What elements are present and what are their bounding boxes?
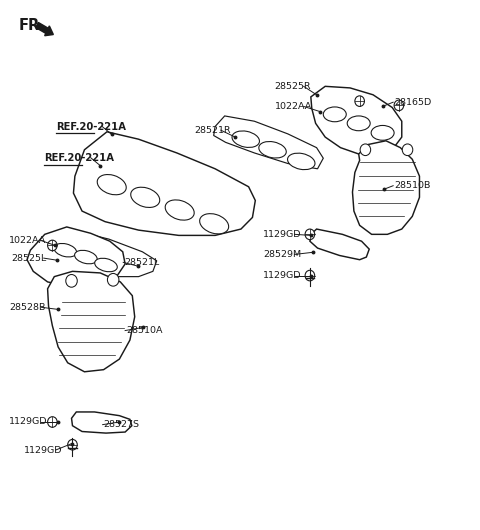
Text: 28529M: 28529M [263,250,301,259]
Text: 28521R: 28521R [194,126,231,135]
Text: 28510B: 28510B [394,181,431,190]
Ellipse shape [95,258,117,272]
Text: REF.20-221A: REF.20-221A [44,153,114,163]
Circle shape [305,229,315,240]
Ellipse shape [200,214,228,234]
Text: 28510A: 28510A [126,326,163,335]
Ellipse shape [97,174,126,195]
Polygon shape [311,86,402,155]
Ellipse shape [323,107,346,122]
Ellipse shape [371,126,394,140]
Ellipse shape [259,142,286,158]
Polygon shape [72,412,132,433]
Circle shape [68,439,77,450]
Polygon shape [54,232,157,277]
Text: 28525L: 28525L [11,254,47,263]
Text: 1129GD: 1129GD [9,418,48,427]
Text: 1129GD: 1129GD [263,271,301,280]
Ellipse shape [54,243,77,257]
Text: REF.20-221A: REF.20-221A [56,121,126,131]
Ellipse shape [288,153,315,170]
Ellipse shape [131,187,160,207]
Text: 1022AA: 1022AA [275,102,312,111]
Ellipse shape [232,131,260,147]
Polygon shape [352,141,420,234]
Polygon shape [73,132,255,235]
Text: 28525R: 28525R [275,82,311,91]
FancyArrow shape [36,22,53,36]
Text: 1022AA: 1022AA [9,236,47,245]
Circle shape [360,144,371,156]
Polygon shape [27,227,125,287]
Text: 28528B: 28528B [9,303,46,312]
Polygon shape [310,229,369,260]
Text: 1129GD: 1129GD [24,446,62,455]
Circle shape [355,96,364,107]
Circle shape [108,273,119,286]
Circle shape [48,240,57,251]
Ellipse shape [74,250,97,264]
Ellipse shape [347,116,370,131]
Text: 28165D: 28165D [394,98,432,107]
Text: FR.: FR. [19,17,46,33]
Circle shape [394,100,404,111]
Circle shape [48,417,57,427]
Text: 1129GD: 1129GD [263,230,301,239]
Text: 28521L: 28521L [124,258,159,267]
Circle shape [305,270,315,281]
Circle shape [66,275,77,287]
Text: 28527S: 28527S [104,420,140,429]
Ellipse shape [165,200,194,220]
Polygon shape [48,271,135,372]
Polygon shape [214,116,323,169]
Circle shape [402,144,413,156]
